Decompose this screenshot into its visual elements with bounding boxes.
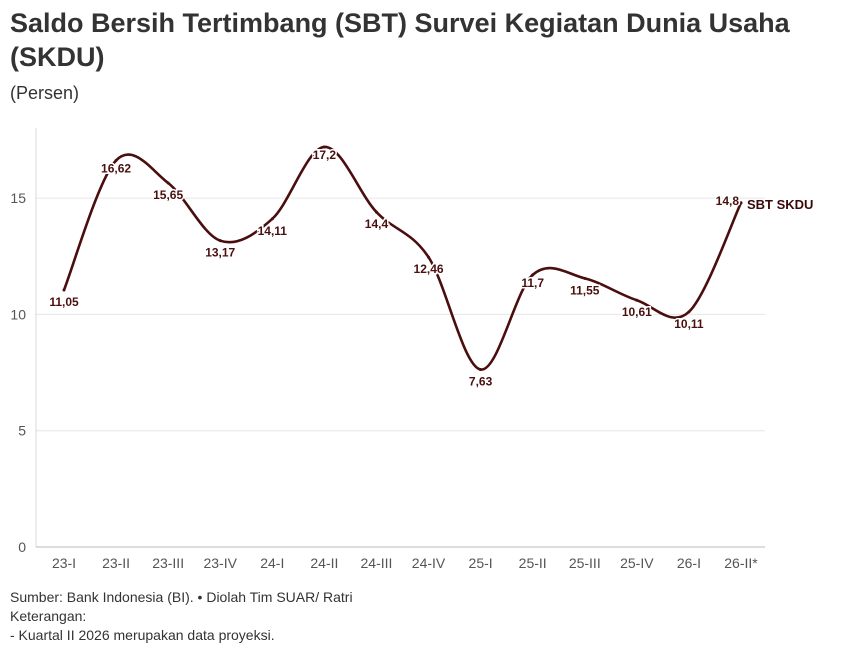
data-point	[479, 368, 483, 372]
data-point	[62, 288, 66, 292]
data-point	[635, 298, 639, 302]
series-name-label: SBT SKDU	[747, 197, 813, 212]
data-label: 13,17	[205, 246, 235, 260]
source-note: Sumber: Bank Indonesia (BI). • Diolah Ti…	[10, 589, 353, 605]
y-tick-label: 5	[18, 423, 26, 439]
x-tick-label: 23-II	[102, 555, 130, 571]
data-point	[427, 255, 431, 259]
data-point	[270, 217, 274, 221]
data-label: 11,7	[521, 276, 544, 290]
chart-subtitle: (Persen)	[10, 83, 80, 103]
data-labels: 11,05 16,62 15,65 13,17 14,11 17,2 14,4 12,46 7,…	[48, 146, 814, 390]
x-tick-label: 24-II	[310, 555, 338, 571]
x-tick-label: 24-III	[361, 555, 393, 571]
axes: 0 5 10 15 23-I 23-II 23-III 23-IV 24-I 24-II 24-II…	[10, 128, 765, 571]
x-tick-label: 25-I	[469, 555, 493, 571]
data-label: 14,4	[365, 217, 389, 231]
data-point	[531, 273, 535, 277]
x-tick-label: 25-IV	[620, 555, 654, 571]
x-tick-label: 24-I	[260, 555, 284, 571]
x-tick-label: 23-III	[152, 555, 184, 571]
y-tick-label: 10	[10, 306, 26, 322]
series-line	[62, 145, 743, 372]
data-point	[218, 239, 222, 243]
data-label: 10,11	[674, 317, 704, 331]
data-label: 16,62	[101, 161, 131, 175]
data-label: 14,8	[716, 194, 740, 208]
data-point	[739, 201, 743, 205]
series-path	[62, 145, 743, 371]
data-label: 12,46	[414, 262, 444, 276]
projection-note: - Kuartal II 2026 merupakan data proyeks…	[10, 627, 275, 643]
x-tick-label: 23-IV	[203, 555, 237, 571]
footer: Sumber: Bank Indonesia (BI). • Diolah Ti…	[10, 588, 353, 645]
note-heading: Keterangan:	[10, 608, 87, 624]
grid-lines	[36, 197, 765, 432]
data-label: 7,63	[469, 375, 493, 389]
data-label: 14,11	[258, 224, 288, 238]
y-tick-label: 0	[18, 539, 26, 555]
x-tick-label: 26-II*	[724, 555, 758, 571]
data-label: 17,2	[313, 148, 337, 162]
data-point	[166, 181, 170, 185]
x-tick-label: 23-I	[52, 555, 76, 571]
data-point	[687, 310, 691, 314]
x-tick-label: 25-III	[569, 555, 601, 571]
x-tick-label: 26-I	[677, 555, 701, 571]
data-point	[114, 158, 118, 162]
x-tick-label: 25-II	[519, 555, 547, 571]
data-point	[583, 276, 587, 280]
data-label: 11,05	[49, 295, 79, 309]
y-tick-label: 15	[10, 190, 26, 206]
data-label: 10,61	[622, 305, 652, 319]
data-label: 15,65	[153, 188, 183, 202]
data-point	[374, 210, 378, 214]
data-point	[322, 145, 326, 149]
data-label: 11,55	[570, 283, 600, 297]
x-tick-label: 24-IV	[412, 555, 446, 571]
chart-title: Saldo Bersih Tertimbang (SBT) Survei Keg…	[10, 8, 790, 72]
